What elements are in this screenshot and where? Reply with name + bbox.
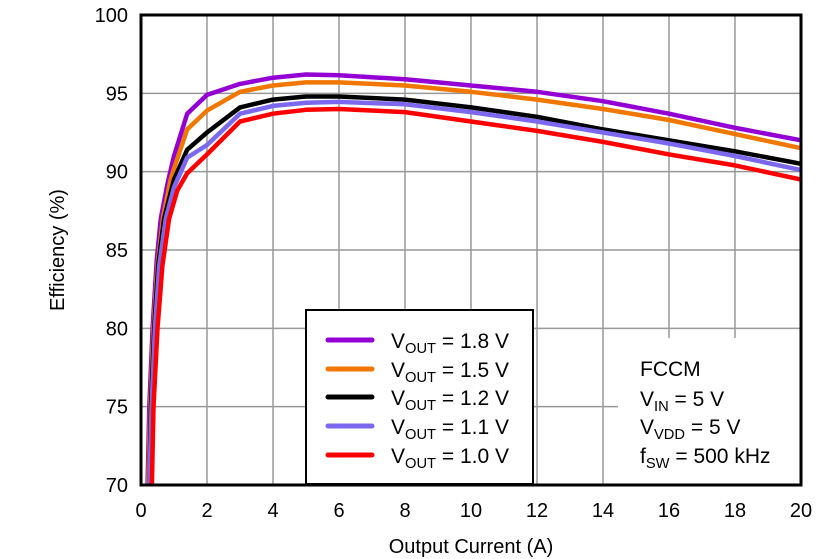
- legend-label-2: VOUT = 1.2 V: [391, 387, 509, 414]
- label-main: FCCM: [640, 358, 701, 381]
- label-rest: = 1.0 V: [436, 445, 509, 468]
- y-tick-label: 90: [106, 162, 128, 184]
- y-tick-label: 85: [106, 240, 128, 262]
- label-main: V: [640, 416, 654, 439]
- y-tick-label: 95: [106, 83, 128, 105]
- label-subscript: OUT: [405, 341, 436, 357]
- y-tick-label: 75: [106, 397, 128, 419]
- x-tick-label: 18: [724, 500, 746, 522]
- x-tick-label: 14: [592, 500, 614, 522]
- x-axis-label: Output Current (A): [389, 536, 554, 558]
- x-tick-label: 20: [790, 500, 812, 522]
- y-tick-label: 70: [106, 475, 128, 497]
- label-main: V: [391, 445, 405, 468]
- label-main: V: [640, 388, 654, 411]
- label-subscript: OUT: [405, 427, 436, 443]
- label-subscript: IN: [654, 399, 669, 415]
- x-tick-label: 2: [201, 500, 212, 522]
- legend-label-4: VOUT = 1.0 V: [391, 445, 509, 472]
- y-tick-label: 80: [106, 318, 128, 340]
- label-subscript: OUT: [405, 370, 436, 386]
- annotation-line-0: FCCM: [640, 358, 701, 381]
- x-tick-label: 16: [658, 500, 680, 522]
- x-tick-label: 8: [399, 500, 410, 522]
- label-rest: = 5 V: [685, 416, 740, 439]
- label-main: V: [391, 416, 405, 439]
- series-lines: [145, 72, 801, 485]
- label-rest: = 5 V: [669, 388, 724, 411]
- annotation-background: [618, 338, 800, 484]
- annotation-line-1: VIN = 5 V: [640, 388, 724, 415]
- x-tick-label: 4: [267, 500, 278, 522]
- x-tick-label: 12: [526, 500, 548, 522]
- x-tick-label: 6: [333, 500, 344, 522]
- x-tick-label: 10: [460, 500, 482, 522]
- legend-label-3: VOUT = 1.1 V: [391, 416, 509, 443]
- y-axis-label: Efficiency (%): [47, 189, 69, 311]
- label-subscript: VDD: [654, 427, 685, 443]
- x-tick-label: 0: [135, 500, 146, 522]
- label-main: f: [640, 445, 646, 468]
- tick-labels: 0 2 4 6 8 10 12 14 16 18 20 70 75 80 85 90 95 100: [95, 5, 813, 522]
- label-subscript: OUT: [405, 398, 436, 414]
- label-rest: = 500 kHz: [670, 445, 771, 468]
- annotation-line-2: VVDD = 5 V: [640, 416, 740, 443]
- label-main: V: [391, 387, 405, 410]
- y-tick-label: 100: [95, 5, 128, 27]
- label-subscript: OUT: [405, 456, 436, 472]
- label-rest: = 1.2 V: [436, 387, 509, 410]
- label-rest: = 1.8 V: [436, 330, 509, 353]
- label-main: V: [391, 359, 405, 382]
- annotation-line-3: fSW = 500 kHz: [640, 445, 771, 472]
- series-line-3: [147, 99, 801, 485]
- label-main: V: [391, 330, 405, 353]
- label-rest: = 1.1 V: [436, 416, 509, 439]
- legend-label-0: VOUT = 1.8 V: [391, 330, 509, 357]
- label-subscript: SW: [646, 456, 670, 472]
- label-rest: = 1.5 V: [436, 359, 509, 382]
- series-line-4: [149, 106, 801, 485]
- legend-label-1: VOUT = 1.5 V: [391, 359, 509, 386]
